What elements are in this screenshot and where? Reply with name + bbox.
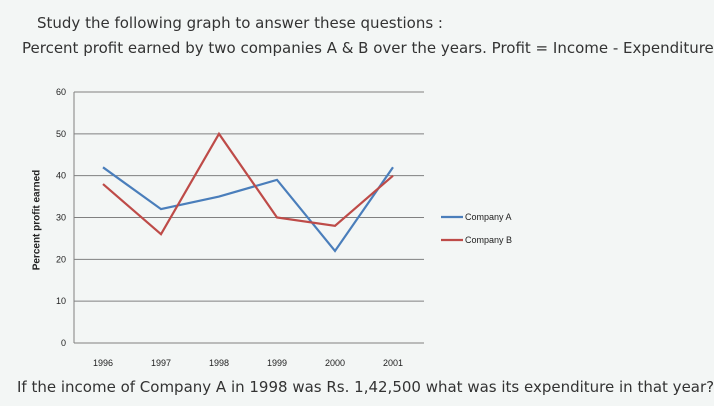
y-tick-40: 40 bbox=[56, 171, 66, 181]
x-tick-1998: 1998 bbox=[209, 358, 229, 368]
series-line-company-a bbox=[102, 166, 394, 253]
y-tick-50: 50 bbox=[56, 129, 66, 139]
instruction-text: Study the following graph to answer thes… bbox=[37, 14, 443, 32]
y-tick-10: 10 bbox=[56, 296, 66, 306]
y-tick-labels: 0 10 20 30 40 50 60 bbox=[56, 87, 66, 348]
series-line-company-b bbox=[102, 131, 394, 236]
x-tick-labels: 1996 1997 1998 1999 2000 2001 bbox=[93, 358, 403, 368]
legend-label-company-a: Company A bbox=[465, 212, 512, 222]
y-tick-30: 30 bbox=[56, 213, 66, 223]
x-tick-1996: 1996 bbox=[93, 358, 113, 368]
question-text: If the income of Company A in 1998 was R… bbox=[17, 378, 714, 396]
y-tick-0: 0 bbox=[61, 338, 66, 348]
y-tick-60: 60 bbox=[56, 87, 66, 97]
legend-label-company-b: Company B bbox=[465, 235, 512, 245]
chart-description: Percent profit earned by two companies A… bbox=[22, 39, 714, 57]
series-lines bbox=[102, 131, 394, 253]
gridlines bbox=[73, 91, 424, 344]
legend: Company A Company B bbox=[441, 212, 512, 245]
x-tick-2001: 2001 bbox=[383, 358, 403, 368]
x-tick-1999: 1999 bbox=[267, 358, 287, 368]
y-tick-20: 20 bbox=[56, 254, 66, 264]
x-tick-1997: 1997 bbox=[151, 358, 171, 368]
x-tick-2000: 2000 bbox=[325, 358, 345, 368]
